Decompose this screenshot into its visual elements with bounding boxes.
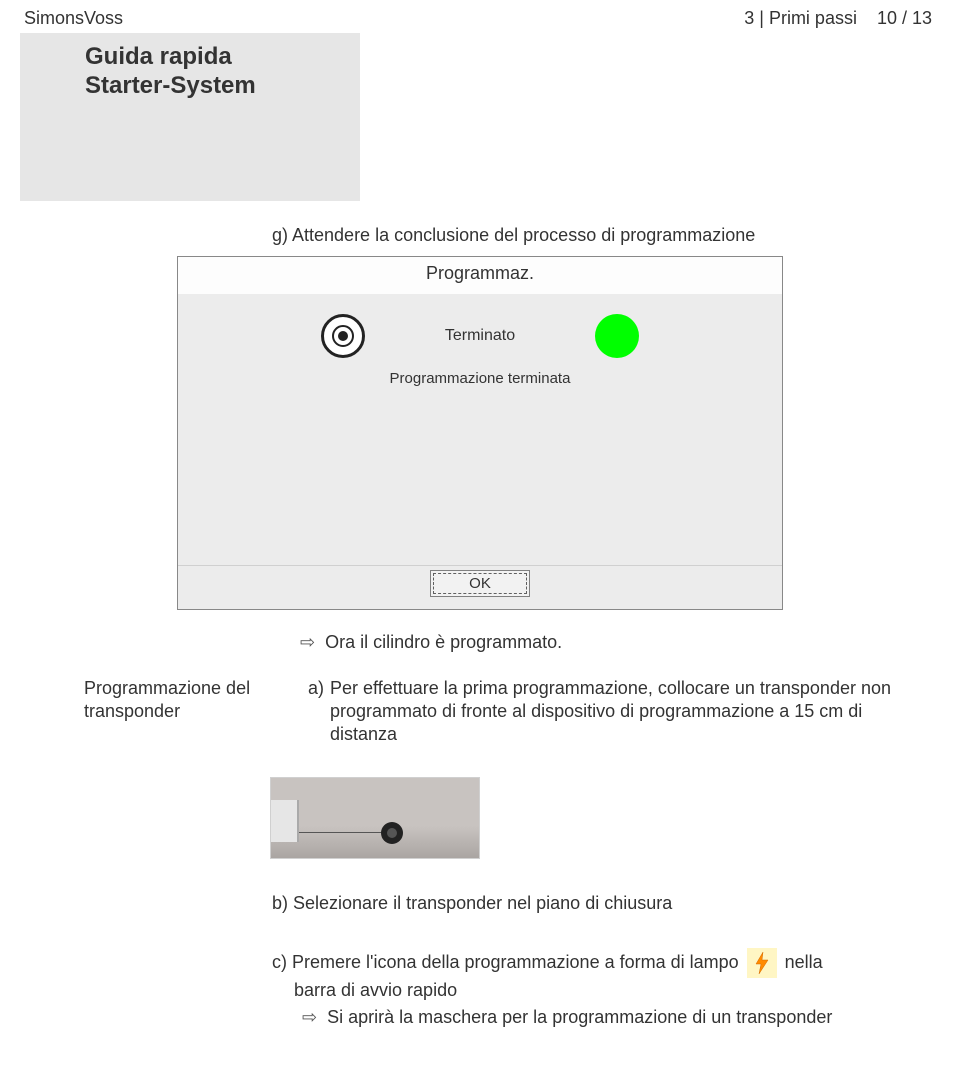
step-c-prefix: c) Premere l'icona della programmazione … bbox=[272, 952, 739, 973]
ok-button[interactable]: OK bbox=[430, 570, 530, 597]
step-g-result-text: Ora il cilindro è programmato. bbox=[325, 632, 562, 653]
sub-status-label: Programmazione terminata bbox=[178, 370, 782, 387]
step-g-result: ⇨ Ora il cilindro è programmato. bbox=[300, 632, 960, 653]
result-arrow-icon: ⇨ bbox=[300, 632, 315, 653]
title-line-1: Guida rapida bbox=[85, 43, 340, 72]
lightning-bolt-icon bbox=[747, 948, 777, 978]
step-c-line2: barra di avvio rapido bbox=[294, 980, 960, 1001]
distance-line-graphic bbox=[299, 832, 383, 833]
document-title-block: Guida rapida Starter-System bbox=[20, 33, 360, 201]
cylinder-icon bbox=[321, 314, 365, 358]
page-header: SimonsVoss 3 | Primi passi 10 / 13 bbox=[0, 0, 960, 29]
section-label: 3 | Primi passi bbox=[744, 8, 857, 29]
step-c-line1: c) Premere l'icona della programmazione … bbox=[272, 948, 960, 978]
step-c-result-text: Si aprirà la maschera per la programmazi… bbox=[327, 1007, 832, 1028]
step-c-result: ⇨ Si aprirà la maschera per la programma… bbox=[302, 1007, 960, 1028]
title-line-2: Starter-System bbox=[85, 72, 340, 101]
page-number: 10 / 13 bbox=[877, 8, 932, 29]
programming-dialog: Programmaz. Terminato Programmazione ter… bbox=[177, 256, 783, 610]
step-c-wrap: c) Premere l'icona della programmazione … bbox=[272, 948, 960, 1028]
step-a-text: Per effettuare la prima programmazione, … bbox=[330, 677, 932, 747]
dialog-title: Programmaz. bbox=[178, 257, 782, 294]
step-a-wrap: a) Per effettuare la prima programmazion… bbox=[308, 677, 932, 747]
result-arrow-icon: ⇨ bbox=[302, 1007, 317, 1028]
dialog-spacer bbox=[178, 387, 782, 537]
step-g-text: g) Attendere la conclusione del processo… bbox=[272, 225, 960, 246]
step-b-text: b) Selezionare il transponder nel piano … bbox=[272, 893, 960, 914]
brand-label: SimonsVoss bbox=[24, 8, 123, 29]
status-label: Terminato bbox=[445, 327, 515, 345]
step-a-marker: a) bbox=[308, 677, 324, 747]
dialog-button-row: OK bbox=[178, 565, 782, 609]
programming-device-graphic bbox=[271, 800, 299, 842]
transponder-graphic bbox=[381, 822, 403, 844]
status-row: Terminato bbox=[178, 308, 782, 362]
dialog-body: Terminato Programmazione terminata bbox=[178, 294, 782, 565]
status-indicator-icon bbox=[595, 314, 639, 358]
section-heading: Programmazione del transponder bbox=[84, 677, 284, 747]
transponder-distance-photo bbox=[270, 777, 480, 859]
step-c-suffix: nella bbox=[785, 952, 823, 973]
page-header-right: 3 | Primi passi 10 / 13 bbox=[744, 8, 932, 29]
transponder-section: Programmazione del transponder a) Per ef… bbox=[0, 677, 960, 747]
